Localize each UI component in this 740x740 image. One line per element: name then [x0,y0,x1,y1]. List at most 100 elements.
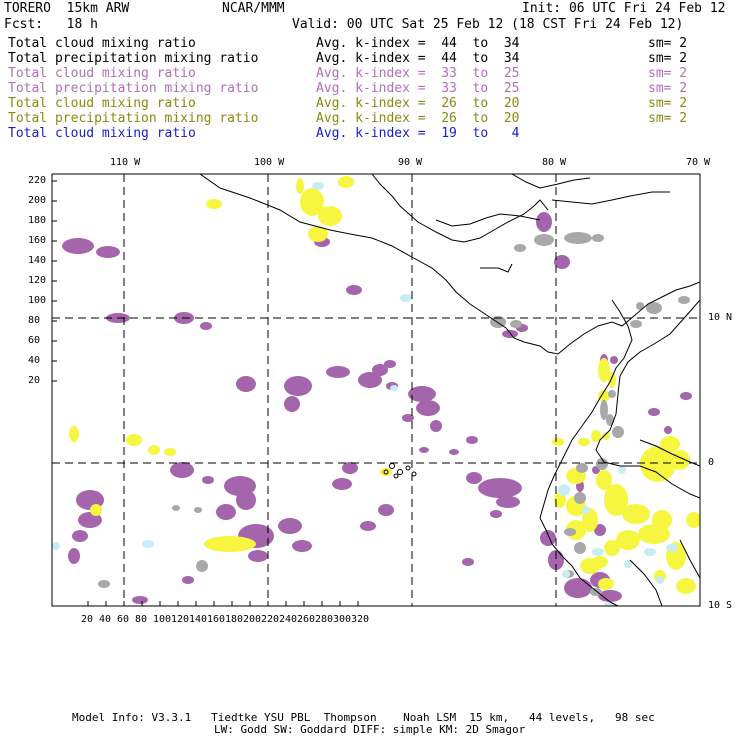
gray-shading [606,414,614,426]
purple-shading [248,550,268,562]
purple-shading [236,490,256,510]
x-tick-label: 240 [279,614,298,625]
purple-shading [610,356,618,364]
yellow-shading [660,436,680,452]
yellow-shading [638,524,670,544]
longitude-label: 110 W [110,157,141,168]
map-frame [51,173,701,607]
gray-shading [564,232,592,244]
yellow-shading [686,512,700,528]
x-tick-label: 260 [297,614,316,625]
yellow-shading [592,556,608,568]
purple-shading [360,521,376,531]
yellow-shading [591,430,601,442]
yellow-shading [598,358,610,382]
legend-kindex: Avg. k-index = 26 to 20 [316,96,520,111]
latitude-label: 10 S [708,600,733,611]
purple-shading [96,246,120,258]
gray-shading [592,234,604,242]
yellow-shading [604,484,628,516]
gray-shading [564,528,576,536]
purple-shading [490,510,502,518]
x-tick-label: 40 [99,614,112,625]
purple-shading [378,504,394,516]
purple-shading [419,447,429,453]
purple-shading [170,462,194,478]
purple-shading [358,372,382,388]
cyan-shading [656,576,664,584]
forecast-hour: Fcst: 18 h [4,17,98,32]
x-tick-label: 60 [117,614,130,625]
purple-shading [680,392,692,400]
y-tick-label: 180 [28,215,47,226]
y-tick-label: 200 [28,195,47,206]
x-tick-label: 320 [351,614,370,625]
purple-shading [292,540,312,552]
cyan-shading [312,182,324,190]
latitude-label: 10 N [708,312,733,323]
y-tick-label: 60 [28,335,41,346]
legend-kindex: Avg. k-index = 33 to 25 [316,81,520,96]
gray-shading [574,492,586,504]
yellow-shading [206,199,222,209]
cyan-shading [644,548,656,556]
legend-sm: sm= 2 [648,36,688,51]
purple-shading [466,436,478,444]
purple-shading [408,386,436,402]
gray-shading [590,588,602,596]
purple-shading [430,420,442,432]
purple-shading [68,548,80,564]
purple-shading [554,255,570,269]
x-tick-label: 280 [315,614,334,625]
purple-shading [202,476,214,484]
graticule [52,174,700,606]
purple-shading [536,212,552,232]
longitude-label: 90 W [398,157,423,168]
cyan-shading [562,570,570,578]
gray-shading [514,244,526,252]
legend-kindex: Avg. k-index = 26 to 20 [316,111,520,126]
purple-shading [502,330,518,338]
purple-shading [466,472,482,484]
yellow-shading [608,372,616,388]
purple-shading [384,360,396,368]
x-tick-label: 220 [261,614,280,625]
yellow-shading [554,492,566,508]
longitude-label: 70 W [686,157,711,168]
purple-shading [548,550,564,570]
x-tick-label: 200 [243,614,262,625]
legend-field: Total cloud mixing ratio [8,36,196,51]
model-info: Model Info: V3.3.1 Tiedtke YSU PBL Thomp… [72,711,655,724]
gray-shading [576,463,588,473]
gray-shading [678,296,690,304]
yellow-shading [308,226,328,242]
yellow-shading [640,446,676,482]
cyan-shading [666,544,678,552]
y-tick-label: 160 [28,235,47,246]
valid-time: Valid: 00 UTC Sat 25 Feb 12 (18 CST Fri … [292,17,684,32]
gray-shading [98,580,110,588]
yellow-shading [552,438,564,446]
purple-shading [478,478,522,498]
legend-field: Total cloud mixing ratio [8,126,196,141]
purple-shading [346,285,362,295]
gray-shading [600,400,608,420]
x-tick-label: 180 [225,614,244,625]
purple-shading [342,462,358,474]
legend-sm: sm= 2 [648,111,688,126]
gray-shading [646,302,662,314]
y-tick-label: 220 [28,175,47,186]
yellow-shading [300,188,324,216]
legend-kindex: Avg. k-index = 33 to 25 [316,66,520,81]
y-tick-label: 40 [28,355,41,366]
purple-shading [182,576,194,584]
cyan-shading [592,548,604,556]
longitude-label: 80 W [542,157,567,168]
yellow-shading [578,438,590,446]
yellow-shading [69,426,79,442]
yellow-shading [602,432,610,440]
purple-shading [416,400,440,416]
yellow-shading [380,468,392,476]
y-tick-label: 120 [28,275,47,286]
gray-shading [194,507,202,513]
